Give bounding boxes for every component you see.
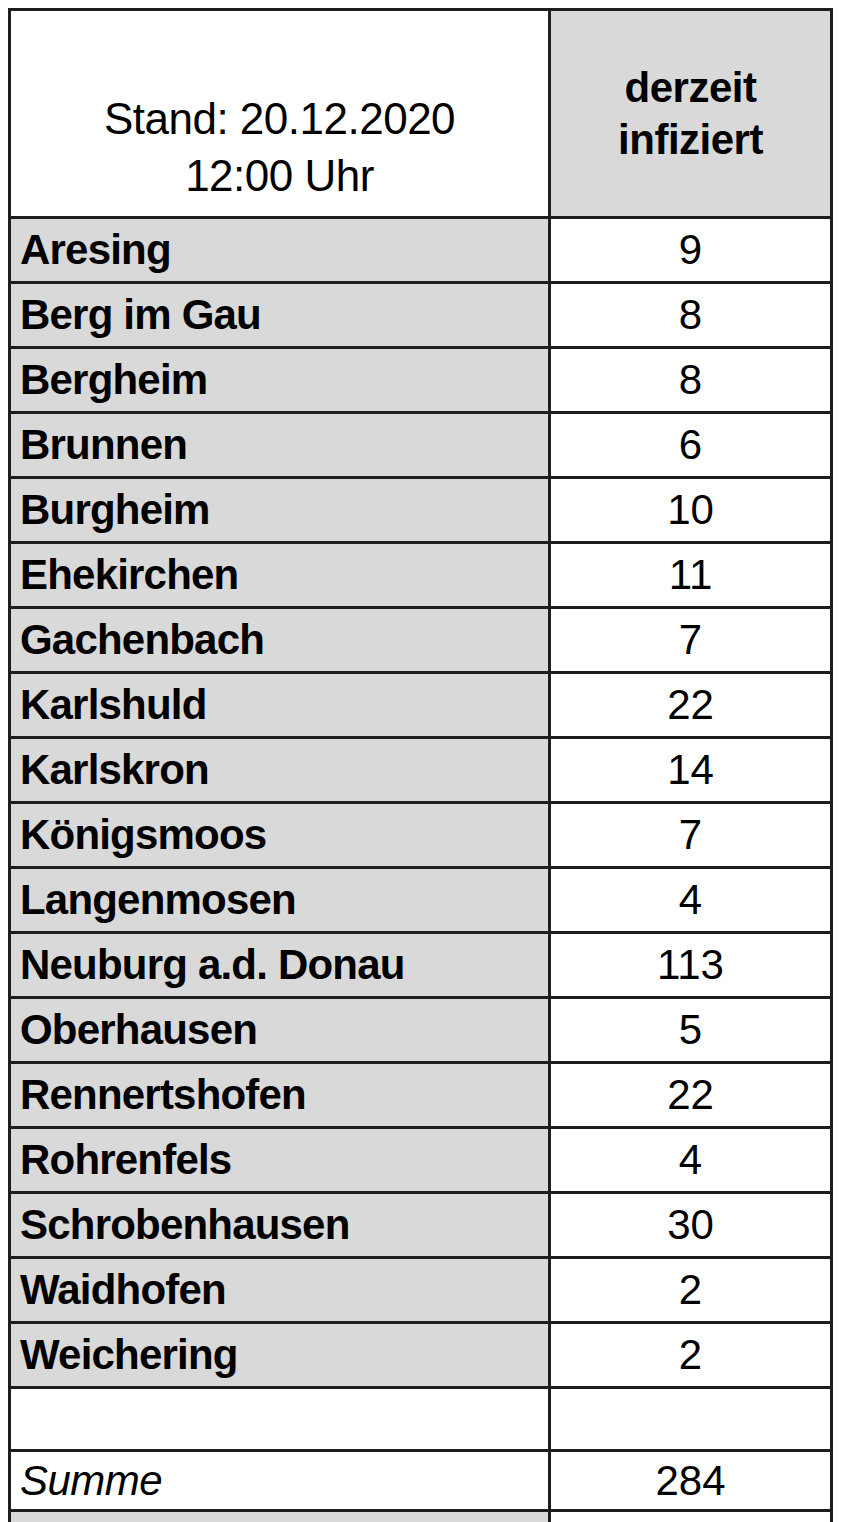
- cut-off-name-cell: [10, 1511, 550, 1522]
- table-row: Schrobenhausen 30: [10, 1193, 832, 1258]
- municipality-cell: Aresing: [10, 218, 550, 283]
- infection-table: Stand: 20.12.2020 12:00 Uhr derzeit infi…: [8, 8, 833, 1522]
- municipality-cell: Gachenbach: [10, 608, 550, 673]
- municipality-cell: Langenmosen: [10, 868, 550, 933]
- municipality-cell: Burgheim: [10, 478, 550, 543]
- value-cell: 2: [550, 1323, 832, 1388]
- table-row: Burgheim 10: [10, 478, 832, 543]
- table-row: Bergheim 8: [10, 348, 832, 413]
- table-row: Rohrenfels 4: [10, 1128, 832, 1193]
- table-row: Karlskron 14: [10, 738, 832, 803]
- table-row: Rennertshofen 22: [10, 1063, 832, 1128]
- municipality-cell: Berg im Gau: [10, 283, 550, 348]
- empty-value-cell: [550, 1388, 832, 1451]
- municipality-cell: Schrobenhausen: [10, 1193, 550, 1258]
- value-cell: 30: [550, 1193, 832, 1258]
- value-cell: 8: [550, 348, 832, 413]
- cut-off-value-cell: [550, 1511, 832, 1522]
- municipality-cell: Waidhofen: [10, 1258, 550, 1323]
- value-cell: 22: [550, 1063, 832, 1128]
- table-row: Gachenbach 7: [10, 608, 832, 673]
- municipality-cell: Brunnen: [10, 413, 550, 478]
- header-row: Stand: 20.12.2020 12:00 Uhr derzeit infi…: [10, 10, 832, 218]
- value-cell: 5: [550, 998, 832, 1063]
- value-cell: 113: [550, 933, 832, 998]
- empty-row: [10, 1388, 832, 1451]
- table-row: Waidhofen 2: [10, 1258, 832, 1323]
- table-row: Königsmoos 7: [10, 803, 832, 868]
- report-date-line2: 12:00 Uhr: [11, 147, 548, 204]
- value-cell: 22: [550, 673, 832, 738]
- municipality-cell: Karlshuld: [10, 673, 550, 738]
- value-cell: 7: [550, 803, 832, 868]
- value-cell: 14: [550, 738, 832, 803]
- value-cell: 6: [550, 413, 832, 478]
- summary-label-cell: Summe: [10, 1451, 550, 1511]
- summary-value-cell: 284: [550, 1451, 832, 1511]
- table-row: Berg im Gau 8: [10, 283, 832, 348]
- municipality-cell: Ehekirchen: [10, 543, 550, 608]
- table-row: Ehekirchen 11: [10, 543, 832, 608]
- table-row: Oberhausen 5: [10, 998, 832, 1063]
- empty-name-cell: [10, 1388, 550, 1451]
- report-date-line1: Stand: 20.12.2020: [11, 90, 548, 147]
- infection-table-container: Stand: 20.12.2020 12:00 Uhr derzeit infi…: [8, 8, 833, 1522]
- value-column-header-line2: infiziert: [551, 114, 830, 165]
- value-column-header-cell: derzeit infiziert: [550, 10, 832, 218]
- value-cell: 8: [550, 283, 832, 348]
- municipality-cell: Bergheim: [10, 348, 550, 413]
- value-cell: 9: [550, 218, 832, 283]
- value-cell: 4: [550, 868, 832, 933]
- table-row: Langenmosen 4: [10, 868, 832, 933]
- value-cell: 7: [550, 608, 832, 673]
- table-row: Brunnen 6: [10, 413, 832, 478]
- table-row: Weichering 2: [10, 1323, 832, 1388]
- value-cell: 4: [550, 1128, 832, 1193]
- municipality-cell: Rohrenfels: [10, 1128, 550, 1193]
- municipality-cell: Oberhausen: [10, 998, 550, 1063]
- value-cell: 2: [550, 1258, 832, 1323]
- value-column-header-line1: derzeit: [551, 62, 830, 113]
- table-row: Aresing 9: [10, 218, 832, 283]
- value-cell: 10: [550, 478, 832, 543]
- municipality-cell: Weichering: [10, 1323, 550, 1388]
- municipality-cell: Neuburg a.d. Donau: [10, 933, 550, 998]
- report-date-cell: Stand: 20.12.2020 12:00 Uhr: [10, 10, 550, 218]
- table-row: Neuburg a.d. Donau 113: [10, 933, 832, 998]
- cut-off-row: [10, 1511, 832, 1522]
- table-row: Karlshuld 22: [10, 673, 832, 738]
- municipality-cell: Königsmoos: [10, 803, 550, 868]
- summary-row: Summe 284: [10, 1451, 832, 1511]
- value-cell: 11: [550, 543, 832, 608]
- municipality-cell: Rennertshofen: [10, 1063, 550, 1128]
- municipality-cell: Karlskron: [10, 738, 550, 803]
